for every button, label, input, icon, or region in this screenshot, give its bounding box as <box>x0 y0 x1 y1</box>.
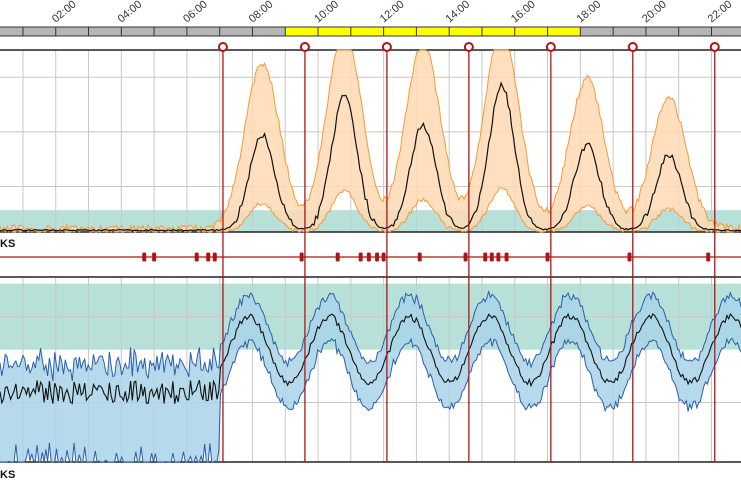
event-dot <box>463 252 468 262</box>
event-dot <box>417 252 422 262</box>
event-dot <box>545 252 550 262</box>
event-marker-pin <box>545 42 556 52</box>
x-tick-label: 04:00 <box>116 0 145 25</box>
lower-band-upper-edge <box>0 289 741 382</box>
event-dot <box>483 252 488 262</box>
event-marker-pin <box>627 42 638 52</box>
x-tick-label: 14:00 <box>443 0 472 25</box>
x-tick-label: 10:00 <box>312 0 341 25</box>
event-marker-pin <box>709 42 720 52</box>
x-tick-label: 22:00 <box>706 0 735 25</box>
event-dot <box>489 252 494 262</box>
event-dot <box>504 252 509 262</box>
time-axis: 02:00 04:00 06:00 08:00 10:00 12:00 14:00 16:00… <box>0 0 741 37</box>
x-tick-label: 06:00 <box>181 0 210 25</box>
upper-band-lower-edge <box>0 186 741 233</box>
series-areas <box>0 49 741 463</box>
event-dot <box>194 252 199 262</box>
event-dot <box>206 252 211 262</box>
x-tick-label: 02:00 <box>50 0 79 25</box>
event-dot <box>335 252 340 262</box>
x-tick-label: 12:00 <box>378 0 407 25</box>
lower-band-lower-edge <box>0 337 741 463</box>
x-tick-label: 08:00 <box>247 0 276 25</box>
event-dot <box>299 252 304 262</box>
x-tick-label: 18:00 <box>575 0 604 25</box>
event-marker-pin <box>463 42 474 52</box>
event-dot <box>627 252 632 262</box>
event-dot <box>142 252 147 262</box>
upper-range-band <box>0 50 741 232</box>
event-marker-pin <box>217 42 228 52</box>
event-dot <box>381 252 386 262</box>
event-marker-pin <box>381 42 392 52</box>
lower-median-line <box>0 312 741 405</box>
lower-section-label: KS <box>0 469 15 481</box>
x-tick-label: 16:00 <box>509 0 538 25</box>
event-dot <box>496 252 501 262</box>
event-dot <box>358 252 363 262</box>
event-dot <box>212 252 217 262</box>
upper-section-label: KS <box>0 238 15 250</box>
x-tick-label: 20:00 <box>640 0 669 25</box>
upper-median-line <box>0 81 741 232</box>
event-markers <box>0 42 741 462</box>
event-dot <box>366 252 371 262</box>
event-dot <box>706 252 711 262</box>
timeline-highlight <box>285 27 581 36</box>
event-dot <box>152 252 157 262</box>
event-marker-pin <box>299 42 310 52</box>
event-dot <box>375 252 380 262</box>
